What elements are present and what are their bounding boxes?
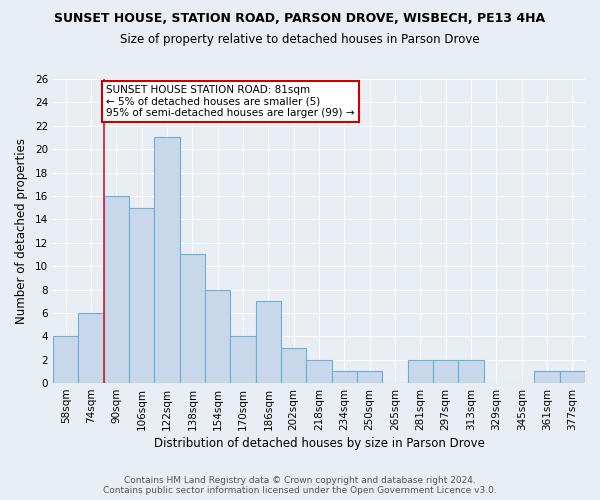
Bar [104,196,129,383]
Bar [332,372,357,383]
Bar [458,360,484,383]
Bar [180,254,205,383]
Bar [129,208,154,383]
Bar [256,301,281,383]
Bar [281,348,307,383]
Bar [560,372,585,383]
Bar [205,290,230,383]
Bar [79,313,104,383]
Bar [307,360,332,383]
Bar [357,372,382,383]
Text: Contains public sector information licensed under the Open Government Licence v3: Contains public sector information licen… [103,486,497,495]
Bar [230,336,256,383]
Y-axis label: Number of detached properties: Number of detached properties [15,138,28,324]
Text: Contains HM Land Registry data © Crown copyright and database right 2024.: Contains HM Land Registry data © Crown c… [124,476,476,485]
Bar [535,372,560,383]
Text: Size of property relative to detached houses in Parson Drove: Size of property relative to detached ho… [120,32,480,46]
Bar [433,360,458,383]
Bar [53,336,79,383]
Bar [407,360,433,383]
Text: SUNSET HOUSE STATION ROAD: 81sqm
← 5% of detached houses are smaller (5)
95% of : SUNSET HOUSE STATION ROAD: 81sqm ← 5% of… [106,85,355,118]
X-axis label: Distribution of detached houses by size in Parson Drove: Distribution of detached houses by size … [154,437,484,450]
Text: SUNSET HOUSE, STATION ROAD, PARSON DROVE, WISBECH, PE13 4HA: SUNSET HOUSE, STATION ROAD, PARSON DROVE… [55,12,545,26]
Bar [154,138,180,383]
